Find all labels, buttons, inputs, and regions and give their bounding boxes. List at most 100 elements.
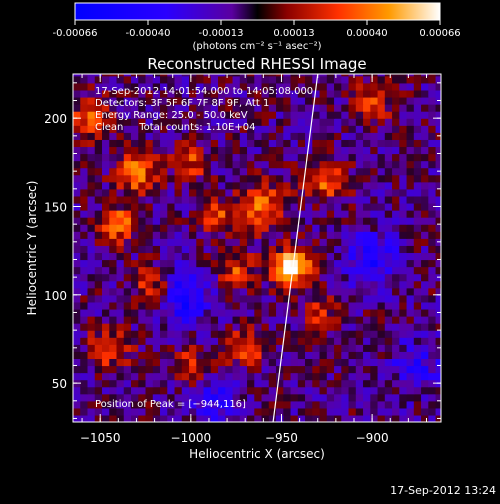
heatmap-cell <box>305 181 313 190</box>
heatmap-cell <box>355 195 364 204</box>
heatmap-cell <box>326 231 335 239</box>
heatmap-cell <box>435 74 441 77</box>
heatmap-cell <box>225 238 234 246</box>
heatmap-cell <box>326 414 335 422</box>
heatmap-cell <box>123 323 132 331</box>
heatmap-cell <box>377 266 386 275</box>
heatmap-cell <box>87 280 96 289</box>
heatmap-cell <box>392 379 400 388</box>
heatmap-cell <box>399 153 408 162</box>
heatmap-cell <box>435 104 441 112</box>
heatmap-cell <box>370 82 379 91</box>
heatmap-cell <box>160 82 168 91</box>
heatmap-cell <box>254 188 263 197</box>
heatmap-cell <box>268 259 277 268</box>
heatmap-cell <box>341 125 350 133</box>
heatmap-cell <box>334 252 342 261</box>
heatmap-cell <box>131 386 139 395</box>
colorbar-tick-label: -0.00040 <box>126 28 171 39</box>
heatmap-cell <box>312 316 321 324</box>
heatmap-cell <box>305 245 313 254</box>
heatmap-cell <box>305 323 313 331</box>
heatmap-cell <box>348 365 357 374</box>
heatmap-cell <box>428 358 437 367</box>
heatmap-cell <box>283 125 292 133</box>
heatmap-cell <box>181 146 190 155</box>
heatmap-cell <box>406 294 415 303</box>
heatmap-cell <box>319 266 328 275</box>
heatmap-cell <box>181 323 190 331</box>
heatmap-cell <box>87 316 96 324</box>
heatmap-cell <box>210 181 219 190</box>
heatmap-cell <box>268 294 277 303</box>
heatmap-cell <box>109 400 118 409</box>
heatmap-cell <box>363 386 371 395</box>
heatmap-cell <box>261 252 270 261</box>
heatmap-cell <box>399 273 408 282</box>
heatmap-cell <box>355 393 364 402</box>
heatmap-cell <box>384 181 393 190</box>
heatmap-cell <box>312 372 321 381</box>
heatmap-cell <box>210 301 219 310</box>
heatmap-cell <box>319 301 328 310</box>
heatmap-cell <box>334 111 342 119</box>
heatmap-cell <box>239 287 248 296</box>
heatmap-cell <box>290 245 299 254</box>
heatmap-cell <box>181 238 190 246</box>
heatmap-cell <box>377 174 386 183</box>
heatmap-cell <box>261 386 270 395</box>
heatmap-cell <box>413 316 422 324</box>
heatmap-cell <box>384 118 393 126</box>
heatmap-cell <box>326 344 335 352</box>
heatmap-cell <box>152 245 161 254</box>
heatmap-cell <box>210 323 219 331</box>
heatmap-cell <box>334 400 342 409</box>
heatmap-cell <box>348 245 357 254</box>
heatmap-cell <box>283 344 292 352</box>
heatmap-cell <box>413 96 422 105</box>
heatmap-cell <box>392 238 400 246</box>
heatmap-cell <box>94 280 103 289</box>
heatmap-cell <box>102 407 110 416</box>
heatmap-cell <box>87 393 96 402</box>
heatmap-cell <box>152 393 161 402</box>
heatmap-cell <box>203 167 212 176</box>
heatmap-cell <box>276 379 284 388</box>
heatmap-cell <box>283 280 292 289</box>
heatmap-cell <box>370 202 379 211</box>
heatmap-cell <box>421 74 429 77</box>
heatmap-cell <box>326 82 335 91</box>
heatmap-cell <box>218 153 226 162</box>
heatmap-cell <box>297 217 306 225</box>
heatmap-cell <box>283 245 292 254</box>
heatmap-cell <box>210 75 219 84</box>
heatmap-cell <box>355 323 364 331</box>
heatmap-cell <box>363 273 371 282</box>
heatmap-cell <box>247 82 255 91</box>
heatmap-cell <box>73 125 81 133</box>
heatmap-cell <box>290 294 299 303</box>
heatmap-cell <box>283 323 292 331</box>
heatmap-cell <box>392 386 400 395</box>
heatmap-cell <box>181 82 190 91</box>
heatmap-cell <box>247 252 255 261</box>
heatmap-cell <box>145 330 154 338</box>
heatmap-cell <box>413 89 422 98</box>
heatmap-cell <box>203 273 212 282</box>
heatmap-cell <box>210 344 219 352</box>
heatmap-cell <box>145 379 154 388</box>
heatmap-cell <box>254 146 263 155</box>
heatmap-cell <box>218 217 226 225</box>
heatmap-cell <box>428 294 437 303</box>
heatmap-cell <box>297 139 306 148</box>
heatmap-cell <box>254 132 263 140</box>
heatmap-cell <box>239 210 248 218</box>
heatmap-cell <box>392 146 400 155</box>
heatmap-cell <box>283 266 292 275</box>
heatmap-cell <box>73 407 81 416</box>
heatmap-cell <box>145 96 154 105</box>
heatmap-cell <box>94 351 103 360</box>
heatmap-cell <box>181 231 190 239</box>
heatmap-cell <box>102 245 110 254</box>
heatmap-cell <box>174 337 183 345</box>
